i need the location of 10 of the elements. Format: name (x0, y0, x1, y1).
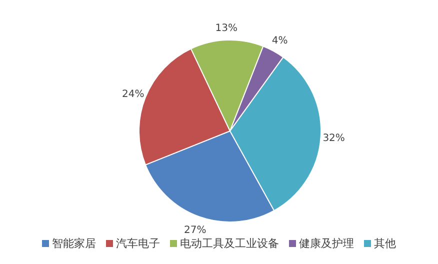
data-label: 32% (322, 133, 345, 144)
data-label: 4% (272, 36, 288, 47)
data-label: 24% (122, 89, 144, 100)
data-label: 27% (184, 224, 206, 236)
legend-label: 其他 (374, 237, 396, 250)
legend-label: 电动工具及工业设备 (180, 237, 279, 250)
data-label: 13% (215, 23, 238, 34)
legend-label: 汽车电子 (116, 237, 160, 250)
legend-label: 健康及护理 (299, 237, 354, 250)
legend-label: 智能家居 (52, 237, 96, 250)
